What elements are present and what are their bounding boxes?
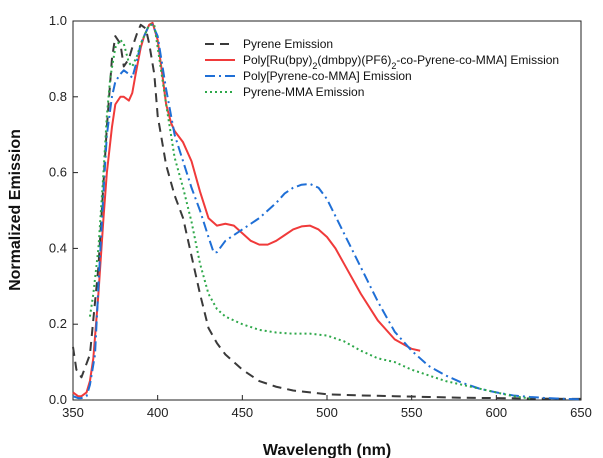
y-tick-label: 0.2 (49, 316, 67, 331)
legend-label-2: Poly[Pyrene-co-MMA] Emission (243, 69, 412, 83)
series-layer (72, 21, 582, 401)
y-axis-title: Normalized Emission (7, 129, 24, 291)
y-axis-ticks: 0.0 0.2 0.4 0.6 0.8 1.0 (49, 13, 78, 407)
legend-label-3: Pyrene-MMA Emission (243, 85, 364, 99)
x-axis-title: Wavelength (nm) (263, 442, 391, 458)
x-tick-label: 450 (231, 405, 253, 420)
y-tick-label: 0.8 (49, 89, 67, 104)
y-tick-label: 0.0 (49, 392, 67, 407)
y-tick-label: 1.0 (49, 13, 67, 28)
series-line-0 (72, 23, 581, 400)
x-tick-label: 500 (316, 405, 338, 420)
legend-label-0: Pyrene Emission (243, 37, 333, 51)
x-tick-label: 400 (147, 405, 169, 420)
series-line-3 (88, 23, 531, 400)
y-tick-label: 0.6 (49, 165, 67, 180)
x-tick-label: 350 (62, 405, 84, 420)
series-line-2 (72, 23, 582, 401)
x-tick-label: 600 (485, 405, 507, 420)
legend: Pyrene Emission Poly[Ru(bpy)2(dmbpy)(PF6)… (205, 37, 559, 99)
x-tick-label: 650 (570, 405, 592, 420)
series-line-1 (72, 21, 421, 398)
legend-label-1: Poly[Ru(bpy)2(dmbpy)(PF6)2-co-Pyrene-co-… (243, 53, 559, 71)
x-tick-label: 550 (401, 405, 423, 420)
y-tick-label: 0.4 (49, 240, 67, 255)
